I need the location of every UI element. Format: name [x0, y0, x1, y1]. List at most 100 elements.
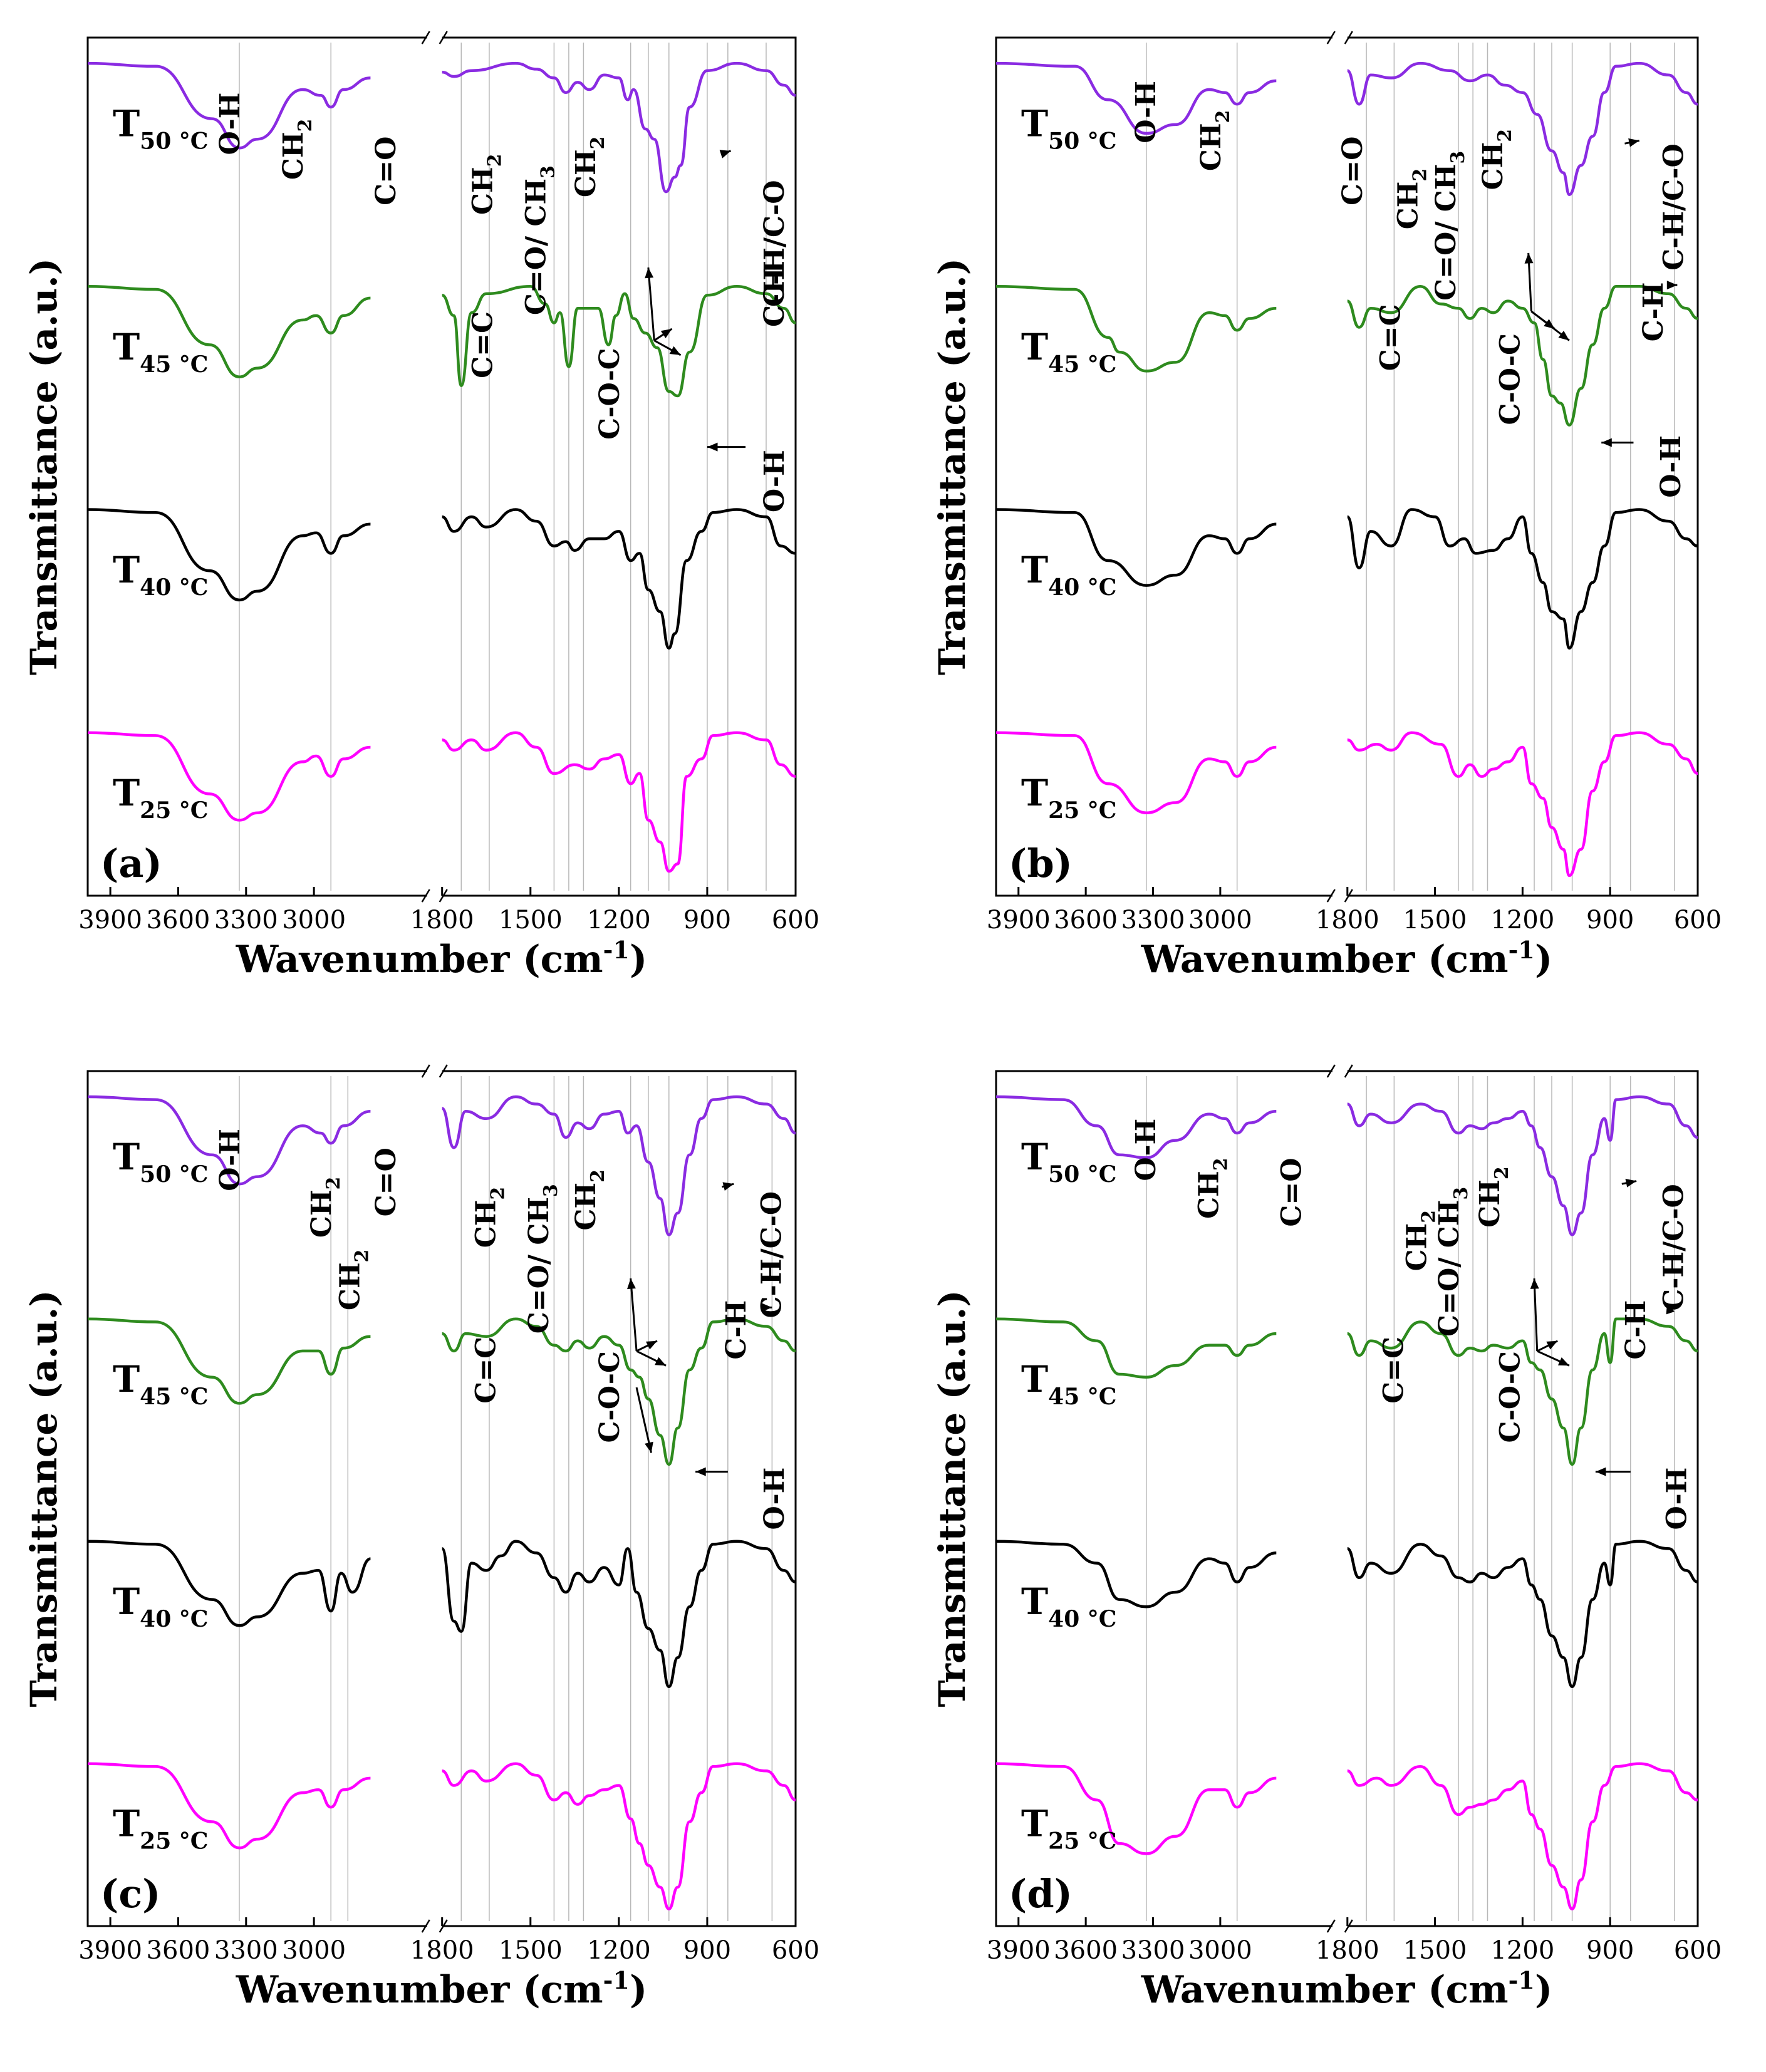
- x-tick-label: 900: [1586, 1936, 1634, 1965]
- y-axis-label: Transmittance (a.u.): [931, 258, 974, 675]
- series-line-50c-right: [1346, 61, 1698, 196]
- x-tick-label: 1800: [1316, 906, 1379, 935]
- axis-break-gap: [427, 34, 442, 41]
- axis-break-mark: [1344, 1919, 1353, 1933]
- axis-break-gap: [427, 1067, 442, 1075]
- series-label: T25 °C: [1021, 1803, 1116, 1855]
- annotation-arrow-head: [1524, 252, 1534, 264]
- plot-frame: [86, 36, 797, 897]
- series-label: T50 °C: [1021, 1136, 1116, 1188]
- y-axis-label: Transmittance (a.u.): [931, 1290, 974, 1707]
- ftir-panel-a: 3900 3600 3300 3000 1800 1500 1200 900 600 T50 °C…: [23, 31, 819, 982]
- band-annotation: CH2: [278, 119, 316, 180]
- series-line-40c-right: [442, 508, 796, 650]
- band-annotation: CH2: [1474, 1166, 1513, 1227]
- band-annotation: C-H: [720, 1300, 752, 1360]
- band-annotation: C=O: [1276, 1158, 1308, 1226]
- y-axis-label: Transmittance (a.u.): [23, 258, 65, 675]
- band-annotation: O-H: [1130, 81, 1162, 143]
- band-annotation: C-O-C: [1495, 1351, 1527, 1443]
- x-tick-label: 3300: [1121, 1936, 1185, 1965]
- series-label: T50 °C: [1021, 103, 1116, 155]
- series-line-50c-left: [995, 1095, 1277, 1159]
- series-label: T40 °C: [1021, 549, 1116, 601]
- axis-break-mark: [421, 889, 430, 903]
- series-label: T45 °C: [113, 1358, 208, 1410]
- x-tick-label: 3600: [147, 906, 210, 935]
- series-label: T40 °C: [113, 549, 208, 601]
- series-line-25c-left: [995, 1762, 1277, 1855]
- axis-break-gap: [1332, 892, 1348, 899]
- x-tick-label: 1800: [1316, 1936, 1379, 1965]
- series-line-40c-left: [995, 1540, 1277, 1608]
- annotation-arrow-head: [1666, 1303, 1675, 1315]
- series-line-45c-right: [441, 285, 796, 398]
- x-tick-label: 3300: [214, 906, 278, 935]
- series-line-50c-left: [87, 61, 371, 150]
- series-line-45c-right: [1346, 1317, 1698, 1466]
- annotation-arrow-shaft: [1533, 1278, 1539, 1352]
- series-line-40c-left: [87, 1540, 371, 1627]
- band-annotation: C=C: [1378, 1337, 1410, 1404]
- annotation-arrow-head: [645, 1441, 653, 1453]
- band-annotation: CH2: [1193, 1158, 1232, 1218]
- plot-frame: [86, 1070, 797, 1927]
- plot-frame: [995, 1070, 1699, 1927]
- band-annotation: C=O: [1337, 137, 1369, 205]
- annotation-arrow-head: [719, 150, 731, 158]
- x-tick-label: 3900: [78, 1936, 142, 1965]
- x-tick-label: 3000: [282, 1936, 346, 1965]
- series-line-45c-left: [87, 285, 371, 378]
- annotation-arrow-head: [627, 1278, 636, 1290]
- band-annotation: O-H: [1130, 1119, 1162, 1181]
- x-axis-label: Wavenumber (cm-1): [1141, 936, 1552, 982]
- band-annotation: CH2: [334, 1250, 373, 1310]
- x-tick-label: 3000: [282, 906, 346, 935]
- band-annotation: C=O: [370, 1147, 402, 1216]
- band-annotation: C=O/ CH3: [523, 1184, 562, 1334]
- annotation-arrow-head: [1666, 281, 1678, 290]
- x-tick-label: 3000: [1188, 906, 1252, 935]
- band-annotation: C-H/C-O: [756, 1191, 788, 1318]
- annotation-arrow-head: [669, 346, 681, 355]
- x-tick-label: 1800: [410, 906, 474, 935]
- annotation-arrow-head: [695, 1467, 706, 1476]
- series-line-45c-left: [87, 1317, 371, 1405]
- series-line-50c-left: [87, 1095, 371, 1186]
- series-label: T40 °C: [113, 1580, 208, 1632]
- x-tick-label: 3900: [78, 906, 142, 935]
- band-annotation: CH2: [470, 1187, 509, 1248]
- band-annotation: CH2: [1477, 129, 1516, 190]
- band-annotation: CH2: [1401, 1210, 1440, 1271]
- series-line-40c-right: [440, 1540, 796, 1689]
- x-tick-label: 1200: [1491, 1936, 1555, 1965]
- band-annotation: C-H: [759, 267, 791, 327]
- axis-break-mark: [439, 1919, 448, 1933]
- x-tick-label: 1500: [1403, 906, 1467, 935]
- x-tick-label: 1200: [587, 906, 651, 935]
- band-annotation: O-H: [1655, 435, 1687, 498]
- x-tick-label: 600: [772, 1936, 819, 1965]
- band-annotation: O-H: [214, 1129, 246, 1191]
- x-tick-label: 3600: [1054, 906, 1118, 935]
- series-label: T45 °C: [1021, 1358, 1116, 1410]
- axis-break-mark: [439, 31, 448, 44]
- x-tick-label: 900: [683, 1936, 731, 1965]
- x-tick-label: 1500: [1403, 1936, 1467, 1965]
- axis-break-mark: [439, 889, 448, 903]
- axis-break-mark: [421, 1919, 430, 1933]
- series-line-45c-right: [441, 1317, 796, 1466]
- x-tick-label: 3600: [147, 1936, 210, 1965]
- series-line-50c-right: [1346, 1095, 1698, 1236]
- series-label: T50 °C: [113, 1136, 208, 1188]
- axis-break-mark: [421, 31, 430, 44]
- ftir-panel-b: 3900 3600 3300 3000 1800 1500 1200 900 600 T50 °C…: [931, 31, 1722, 982]
- band-annotation: CH2: [570, 137, 609, 197]
- axis-break-mark: [439, 1064, 448, 1078]
- series-line-45c-left: [995, 285, 1277, 373]
- x-tick-label: 900: [1586, 906, 1634, 935]
- annotation-arrow-shaft: [630, 1278, 638, 1352]
- series-label: T45 °C: [1021, 326, 1116, 378]
- x-tick-label: 3900: [987, 1936, 1051, 1965]
